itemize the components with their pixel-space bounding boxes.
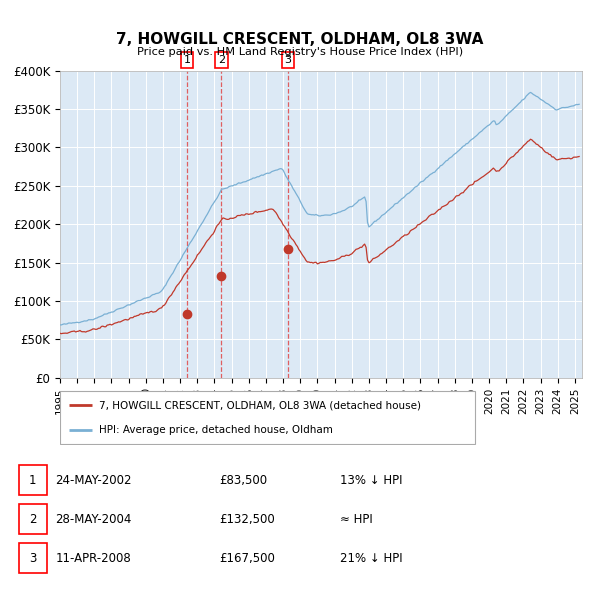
Text: 2: 2 xyxy=(218,55,225,65)
Text: 7, HOWGILL CRESCENT, OLDHAM, OL8 3WA: 7, HOWGILL CRESCENT, OLDHAM, OL8 3WA xyxy=(116,32,484,47)
Text: 3: 3 xyxy=(29,552,37,565)
Bar xyxy=(19,466,47,495)
Text: HPI: Average price, detached house, Oldham: HPI: Average price, detached house, Oldh… xyxy=(99,425,333,435)
Bar xyxy=(19,543,47,573)
Text: 1: 1 xyxy=(29,474,37,487)
Bar xyxy=(19,504,47,534)
Text: £167,500: £167,500 xyxy=(220,552,275,565)
Text: £132,500: £132,500 xyxy=(220,513,275,526)
Text: 2: 2 xyxy=(29,513,37,526)
Text: 13% ↓ HPI: 13% ↓ HPI xyxy=(340,474,403,487)
Text: 28-MAY-2004: 28-MAY-2004 xyxy=(55,513,131,526)
Text: 7, HOWGILL CRESCENT, OLDHAM, OL8 3WA (detached house): 7, HOWGILL CRESCENT, OLDHAM, OL8 3WA (de… xyxy=(99,400,421,410)
Text: Price paid vs. HM Land Registry's House Price Index (HPI): Price paid vs. HM Land Registry's House … xyxy=(137,47,463,57)
Text: 11-APR-2008: 11-APR-2008 xyxy=(55,552,131,565)
FancyBboxPatch shape xyxy=(60,391,475,444)
Text: 1: 1 xyxy=(184,55,190,65)
Text: 3: 3 xyxy=(284,55,292,65)
Text: £83,500: £83,500 xyxy=(220,474,268,487)
Text: ≈ HPI: ≈ HPI xyxy=(340,513,373,526)
Text: 24-MAY-2002: 24-MAY-2002 xyxy=(55,474,132,487)
Text: 21% ↓ HPI: 21% ↓ HPI xyxy=(340,552,403,565)
